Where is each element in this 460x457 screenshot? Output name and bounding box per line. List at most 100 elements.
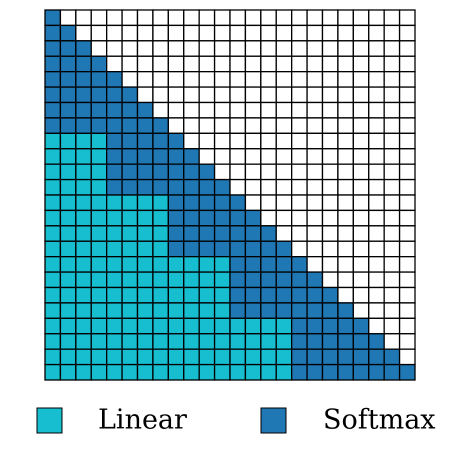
mask-cell xyxy=(59,117,77,134)
mask-cell xyxy=(229,363,247,381)
mask-cell xyxy=(75,209,92,227)
mask-cell xyxy=(136,163,154,181)
mask-cell xyxy=(152,317,169,335)
mask-cell xyxy=(167,240,185,258)
mask-cell xyxy=(229,317,247,335)
mask-cell xyxy=(183,71,200,88)
mask-cell xyxy=(368,333,385,350)
mask-cell xyxy=(90,117,108,134)
mask-cell xyxy=(152,132,169,150)
mask-cell xyxy=(306,101,324,119)
mask-cell xyxy=(90,271,108,289)
mask-cell xyxy=(44,24,62,42)
mask-cell xyxy=(337,9,354,27)
mask-cell xyxy=(198,271,216,289)
mask-cell xyxy=(44,132,62,150)
mask-cell xyxy=(275,163,293,181)
mask-cell xyxy=(337,363,354,381)
mask-cell xyxy=(136,317,154,335)
mask-cell xyxy=(260,209,277,227)
mask-cell xyxy=(229,71,247,88)
mask-cell xyxy=(121,101,139,119)
mask-cell xyxy=(59,148,77,165)
mask-cell xyxy=(90,163,108,181)
mask-cell xyxy=(337,178,354,196)
mask-cell xyxy=(183,209,200,227)
mask-cell xyxy=(229,132,247,150)
mask-cell xyxy=(106,55,123,73)
mask-cell xyxy=(121,163,139,181)
mask-cell xyxy=(352,209,370,227)
mask-cell xyxy=(121,209,139,227)
mask-cell xyxy=(213,256,231,273)
mask-cell xyxy=(260,9,277,27)
mask-cell xyxy=(198,363,216,381)
mask-cell xyxy=(398,71,416,88)
mask-cell xyxy=(213,132,231,150)
mask-cell xyxy=(167,101,185,119)
mask-cell xyxy=(244,194,262,212)
mask-cell xyxy=(306,55,324,73)
mask-cell xyxy=(368,86,385,104)
mask-cell xyxy=(75,225,92,242)
mask-cell xyxy=(337,163,354,181)
mask-cell xyxy=(306,348,324,366)
mask-cell xyxy=(368,117,385,134)
mask-cell xyxy=(90,317,108,335)
mask-cell xyxy=(244,302,262,319)
mask-cell xyxy=(59,302,77,319)
mask-cell xyxy=(183,86,200,104)
mask-cell xyxy=(121,178,139,196)
mask-cell xyxy=(198,148,216,165)
mask-cell xyxy=(244,55,262,73)
mask-cell xyxy=(368,148,385,165)
mask-cell xyxy=(121,40,139,57)
mask-cell xyxy=(121,194,139,212)
mask-cell xyxy=(213,24,231,42)
mask-cell xyxy=(337,55,354,73)
mask-cell xyxy=(260,40,277,57)
mask-cell xyxy=(59,271,77,289)
mask-cell xyxy=(291,101,308,119)
mask-cell xyxy=(383,225,401,242)
mask-cell xyxy=(306,148,324,165)
mask-cell xyxy=(59,256,77,273)
mask-cell xyxy=(260,333,277,350)
mask-cell xyxy=(260,71,277,88)
mask-cell xyxy=(383,148,401,165)
mask-cell xyxy=(106,40,123,57)
mask-cell xyxy=(136,240,154,258)
mask-cell xyxy=(275,148,293,165)
mask-cell xyxy=(321,71,339,88)
mask-cell xyxy=(90,256,108,273)
mask-cell xyxy=(59,101,77,119)
mask-cell xyxy=(368,225,385,242)
mask-cell xyxy=(136,256,154,273)
legend-swatch xyxy=(260,407,287,434)
mask-cell xyxy=(183,9,200,27)
mask-cell xyxy=(198,101,216,119)
mask-cell xyxy=(152,240,169,258)
mask-cell xyxy=(291,40,308,57)
mask-cell xyxy=(90,302,108,319)
mask-cell xyxy=(90,101,108,119)
mask-cell xyxy=(244,348,262,366)
mask-cell xyxy=(136,117,154,134)
mask-cell xyxy=(398,209,416,227)
mask-cell xyxy=(198,71,216,88)
mask-cell xyxy=(398,101,416,119)
mask-cell xyxy=(106,286,123,304)
mask-cell xyxy=(275,333,293,350)
mask-cell xyxy=(275,209,293,227)
mask-cell xyxy=(306,86,324,104)
mask-cell xyxy=(291,256,308,273)
mask-cell xyxy=(167,148,185,165)
mask-cell xyxy=(321,163,339,181)
mask-cell xyxy=(244,71,262,88)
mask-cell xyxy=(352,24,370,42)
mask-cell xyxy=(59,363,77,381)
mask-cell xyxy=(352,333,370,350)
mask-cell xyxy=(75,256,92,273)
mask-cell xyxy=(167,363,185,381)
mask-cell xyxy=(167,225,185,242)
